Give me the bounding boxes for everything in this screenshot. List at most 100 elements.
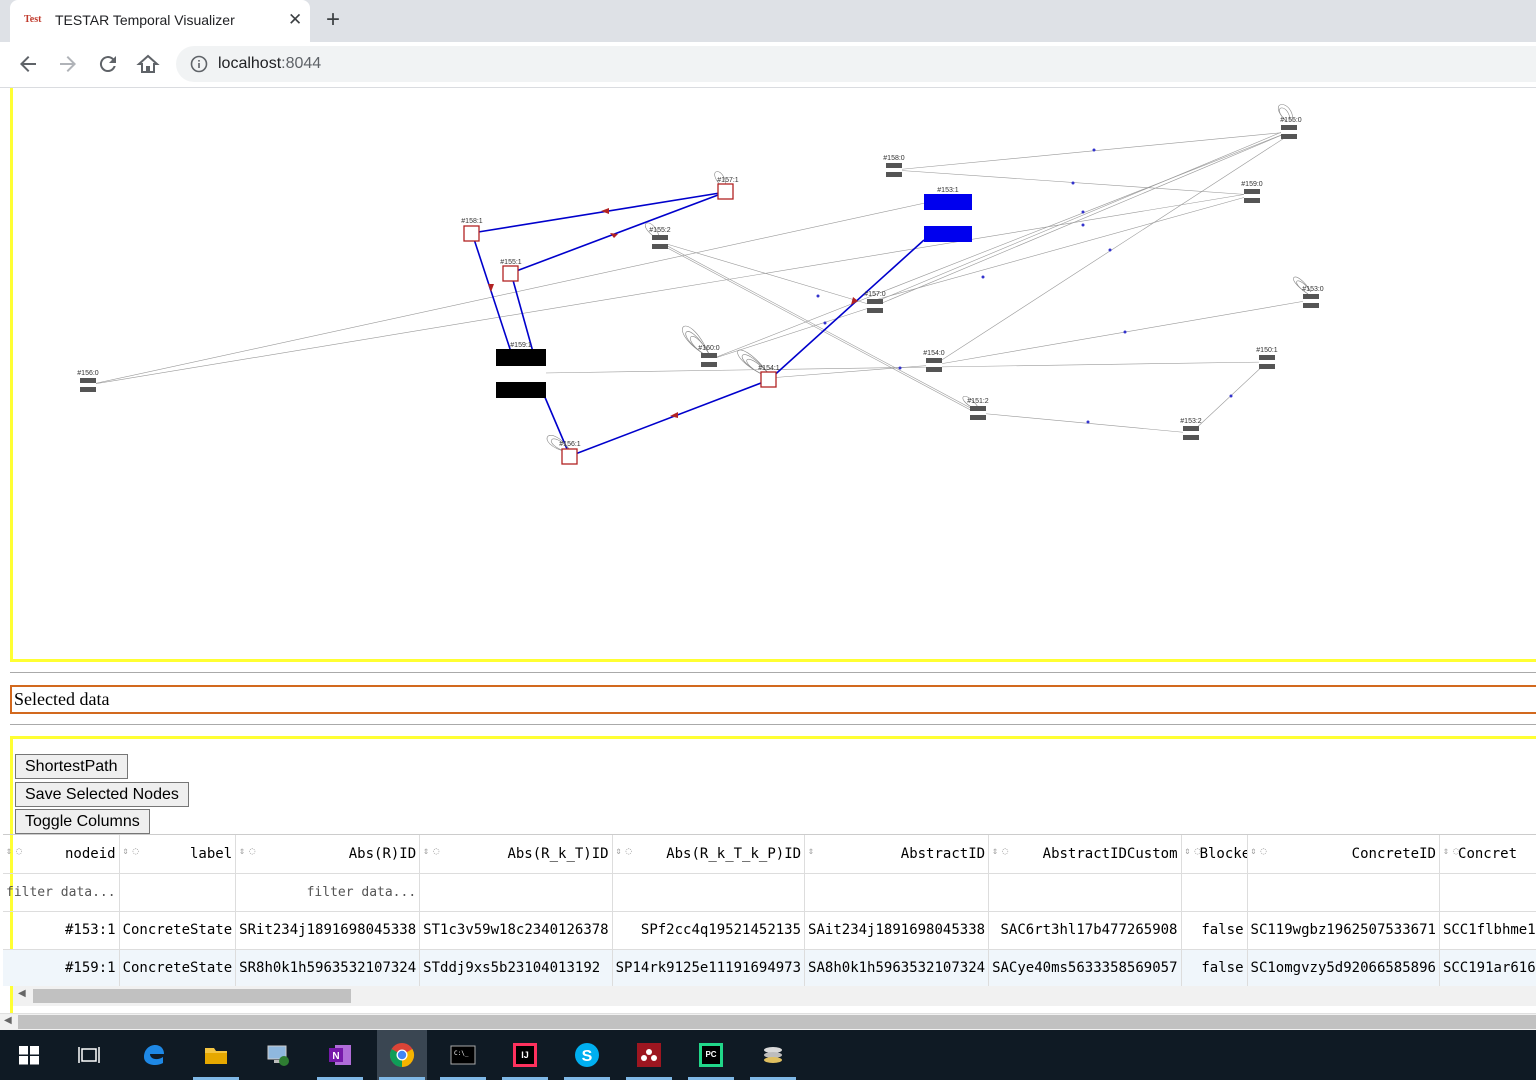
- scrollbar-thumb[interactable]: [33, 989, 351, 1003]
- sort-hide-icon[interactable]: ⇕ ◌: [1442, 845, 1459, 857]
- taskbar-command-prompt[interactable]: C:\_: [438, 1030, 488, 1080]
- taskbar-mendeley[interactable]: [624, 1030, 674, 1080]
- folder-icon: [205, 1048, 227, 1064]
- node-158-1: [463, 225, 480, 242]
- svg-text:N: N: [332, 1051, 339, 1062]
- cell: ST1c3v59w18c2340126378: [419, 911, 613, 950]
- node-label: #153:2: [1180, 418, 1202, 425]
- sort-hide-icon[interactable]: ⇕ ◌: [1250, 845, 1267, 857]
- column-header-abstract-id-custom[interactable]: ⇕ ◌ AbstractIDCustom: [988, 835, 1182, 874]
- sort-hide-icon[interactable]: ⇕: [808, 845, 814, 857]
- taskbar-chrome[interactable]: [377, 1030, 427, 1080]
- running-indicator: [440, 1077, 486, 1080]
- sort-hide-icon[interactable]: ⇕ ◌: [1184, 845, 1201, 857]
- divider: [10, 672, 1536, 673]
- filter-input-abs-r-id[interactable]: filter data...: [235, 873, 421, 912]
- cell: SAC6rt3hl17b477265908: [988, 911, 1182, 950]
- save-selected-nodes-button[interactable]: Save Selected Nodes: [15, 782, 189, 807]
- page-horizontal-scrollbar[interactable]: ◀: [0, 1013, 1536, 1030]
- header-label: Abs(R)ID: [348, 845, 417, 862]
- home-icon[interactable]: [136, 52, 160, 76]
- taskbar-edge[interactable]: [128, 1030, 178, 1080]
- path-nodes[interactable]: [463, 183, 777, 465]
- cell: ConcreteState: [119, 911, 237, 950]
- column-header-concrete-more[interactable]: ⇕ ◌ Concret: [1439, 835, 1536, 874]
- pycharm-icon: PC: [699, 1043, 723, 1067]
- header-label: ConcreteID: [1351, 845, 1436, 862]
- sort-hide-icon[interactable]: ⇕ ◌: [615, 845, 632, 857]
- taskbar-file-explorer[interactable]: [191, 1030, 241, 1080]
- node-155-1: [502, 265, 519, 282]
- url-text[interactable]: localhost:8044: [218, 55, 321, 73]
- column-header-abstract-id[interactable]: ⇕ AbstractID: [804, 835, 990, 874]
- sort-hide-icon[interactable]: ⇕ ◌: [992, 845, 1008, 857]
- scroll-left-arrow-icon[interactable]: ◀: [18, 988, 26, 999]
- table-row[interactable]: #153:1 ConcreteState SRit234j18916980453…: [3, 911, 1536, 950]
- close-tab-icon[interactable]: ✕: [288, 10, 303, 29]
- cell: SAit234j1891698045338: [804, 911, 990, 950]
- node-label: #159:1: [510, 342, 532, 349]
- column-header-label[interactable]: ⇕ ◌ label: [119, 835, 237, 874]
- scroll-left-arrow-icon[interactable]: ◀: [4, 1015, 12, 1026]
- column-header-nodeid[interactable]: ⇕ ◌ nodeid: [3, 835, 120, 874]
- column-header-abs-rkt-id[interactable]: ⇕ ◌ Abs(R_k_T)ID: [419, 835, 613, 874]
- info-icon[interactable]: [190, 55, 208, 73]
- scrollbar-thumb[interactable]: [18, 1015, 1536, 1029]
- forward-arrow-icon[interactable]: [56, 52, 80, 76]
- cell: SACye40ms5633358569057: [988, 949, 1182, 986]
- chrome-icon: [389, 1043, 415, 1067]
- header-label: AbstractIDCustom: [1042, 845, 1178, 862]
- tab-title: TESTAR Temporal Visualizer: [55, 12, 235, 28]
- graph-canvas[interactable]: #153:1 #159:1: [13, 88, 1536, 660]
- new-tab-button[interactable]: +: [326, 6, 341, 33]
- node-label: #153:0: [1302, 286, 1324, 293]
- start-button[interactable]: [4, 1030, 54, 1080]
- cell: false: [1181, 911, 1248, 950]
- running-indicator: [502, 1077, 548, 1080]
- column-header-abs-r-id[interactable]: ⇕ ◌ Abs(R)ID: [235, 835, 421, 874]
- browser-tab[interactable]: Test TESTAR Temporal Visualizer ✕: [10, 0, 310, 42]
- shortest-path-button[interactable]: ShortestPath: [15, 754, 128, 779]
- node-label: #160:0: [698, 345, 720, 352]
- cell: SC119wgbz1962507533671: [1247, 911, 1440, 950]
- running-indicator: [317, 1077, 363, 1080]
- header-label: Abs(R_k_T)ID: [507, 845, 609, 862]
- filter-cell: [1181, 873, 1248, 912]
- header-label: label: [190, 845, 233, 862]
- table-row[interactable]: #159:1 ConcreteState SR8h0k1h59635321073…: [3, 949, 1536, 986]
- taskbar-intellij[interactable]: IJ: [500, 1030, 550, 1080]
- column-header-blocked[interactable]: ⇕ ◌Blocked: [1181, 835, 1248, 874]
- column-header-concrete-id[interactable]: ⇕ ◌ ConcreteID: [1247, 835, 1440, 874]
- cell: #153:1: [3, 911, 120, 950]
- grey-nodes[interactable]: [80, 125, 1319, 440]
- sort-hide-icon[interactable]: ⇕ ◌: [6, 845, 22, 857]
- graph-panel[interactable]: #153:1 #159:1: [10, 88, 1536, 662]
- node-label: #150:1: [1256, 347, 1278, 354]
- cell: ConcreteState: [119, 949, 237, 986]
- node-label: #155:1: [500, 259, 522, 266]
- windows-start-icon: [19, 1046, 39, 1065]
- sort-hide-icon[interactable]: ⇕ ◌: [423, 845, 439, 857]
- testar-favicon-icon: Test: [24, 14, 42, 25]
- address-bar[interactable]: localhost:8044: [176, 46, 1536, 82]
- node-153-1[interactable]: #153:1: [924, 187, 972, 242]
- toggle-columns-button[interactable]: Toggle Columns: [15, 809, 150, 834]
- column-header-abs-rktkp-id[interactable]: ⇕ ◌ Abs(R_k_T_k_P)ID: [612, 835, 806, 874]
- header-label: Abs(R_k_T_k_P)ID: [666, 845, 802, 862]
- taskbar-skype[interactable]: S: [562, 1030, 612, 1080]
- node-159-1[interactable]: #159:1: [496, 342, 546, 398]
- taskbar-stack-app[interactable]: [748, 1030, 798, 1080]
- filter-input-nodeid[interactable]: filter data...: [3, 873, 120, 912]
- sort-hide-icon[interactable]: ⇕ ◌: [122, 845, 139, 857]
- edge-arrow-markers: [816, 148, 1233, 424]
- task-view-button[interactable]: [64, 1030, 114, 1080]
- sort-hide-icon[interactable]: ⇕ ◌: [239, 845, 255, 857]
- reload-icon[interactable]: [96, 52, 120, 76]
- taskbar-remote-desktop[interactable]: [253, 1030, 303, 1080]
- node-label: #156:0: [77, 370, 99, 377]
- back-arrow-icon[interactable]: [16, 52, 40, 76]
- cell: SCC1flbhme1ad: [1439, 911, 1536, 950]
- table-horizontal-scrollbar[interactable]: ◀: [13, 986, 1536, 1006]
- taskbar-onenote[interactable]: N: [315, 1030, 365, 1080]
- taskbar-pycharm[interactable]: PC: [686, 1030, 736, 1080]
